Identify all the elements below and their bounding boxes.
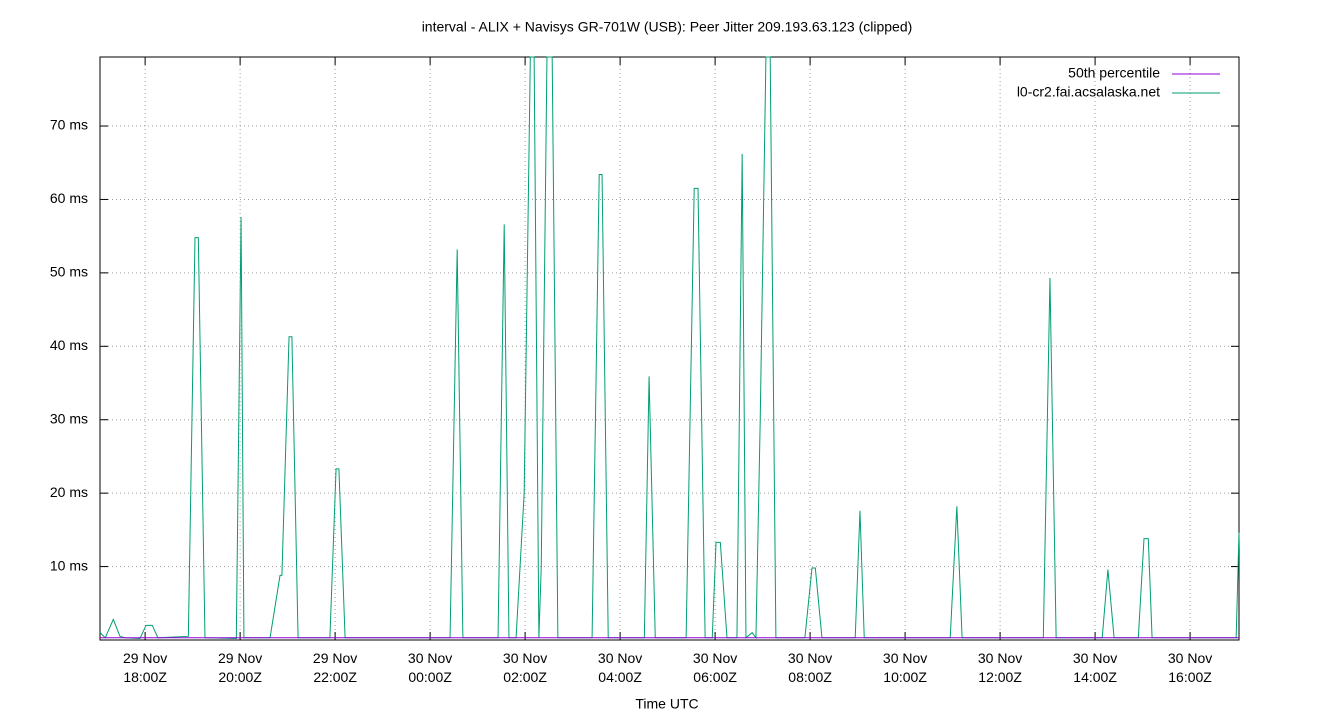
y-tick-label: 70 ms <box>50 117 88 133</box>
y-tick-label: 20 ms <box>50 484 88 500</box>
x-tick-label: 30 Nov 12:00Z <box>978 650 1022 685</box>
x-tick-label: 30 Nov 02:00Z <box>503 650 547 685</box>
y-tick-label: 50 ms <box>50 264 88 280</box>
x-tick-label: 30 Nov 00:00Z <box>408 650 452 685</box>
x-tick-label: 30 Nov 14:00Z <box>1073 650 1117 685</box>
x-tick-label: 29 Nov 18:00Z <box>123 650 167 685</box>
y-tick-label: 60 ms <box>50 190 88 206</box>
x-axis-label: Time UTC <box>635 696 698 712</box>
x-tick-label: 30 Nov 04:00Z <box>598 650 642 685</box>
data-line <box>99 56 1240 640</box>
chart-title: interval - ALIX + Navisys GR-701W (USB):… <box>422 19 913 35</box>
legend-label: 50th percentile <box>1068 65 1160 81</box>
y-tick-label: 30 ms <box>50 410 88 426</box>
plot-frame <box>99 56 1240 641</box>
x-tick-label: 30 Nov 10:00Z <box>883 650 927 685</box>
y-tick-label: 40 ms <box>50 337 88 353</box>
x-tick-label: 30 Nov 08:00Z <box>788 650 832 685</box>
y-tick-label: 10 ms <box>50 557 88 573</box>
x-tick-label: 29 Nov 22:00Z <box>313 650 357 685</box>
legend-label: l0-cr2.fai.acsalaska.net <box>1017 84 1160 100</box>
x-tick-label: 29 Nov 20:00Z <box>218 650 262 685</box>
x-tick-label: 30 Nov 16:00Z <box>1168 650 1212 685</box>
x-tick-label: 30 Nov 06:00Z <box>693 650 737 685</box>
